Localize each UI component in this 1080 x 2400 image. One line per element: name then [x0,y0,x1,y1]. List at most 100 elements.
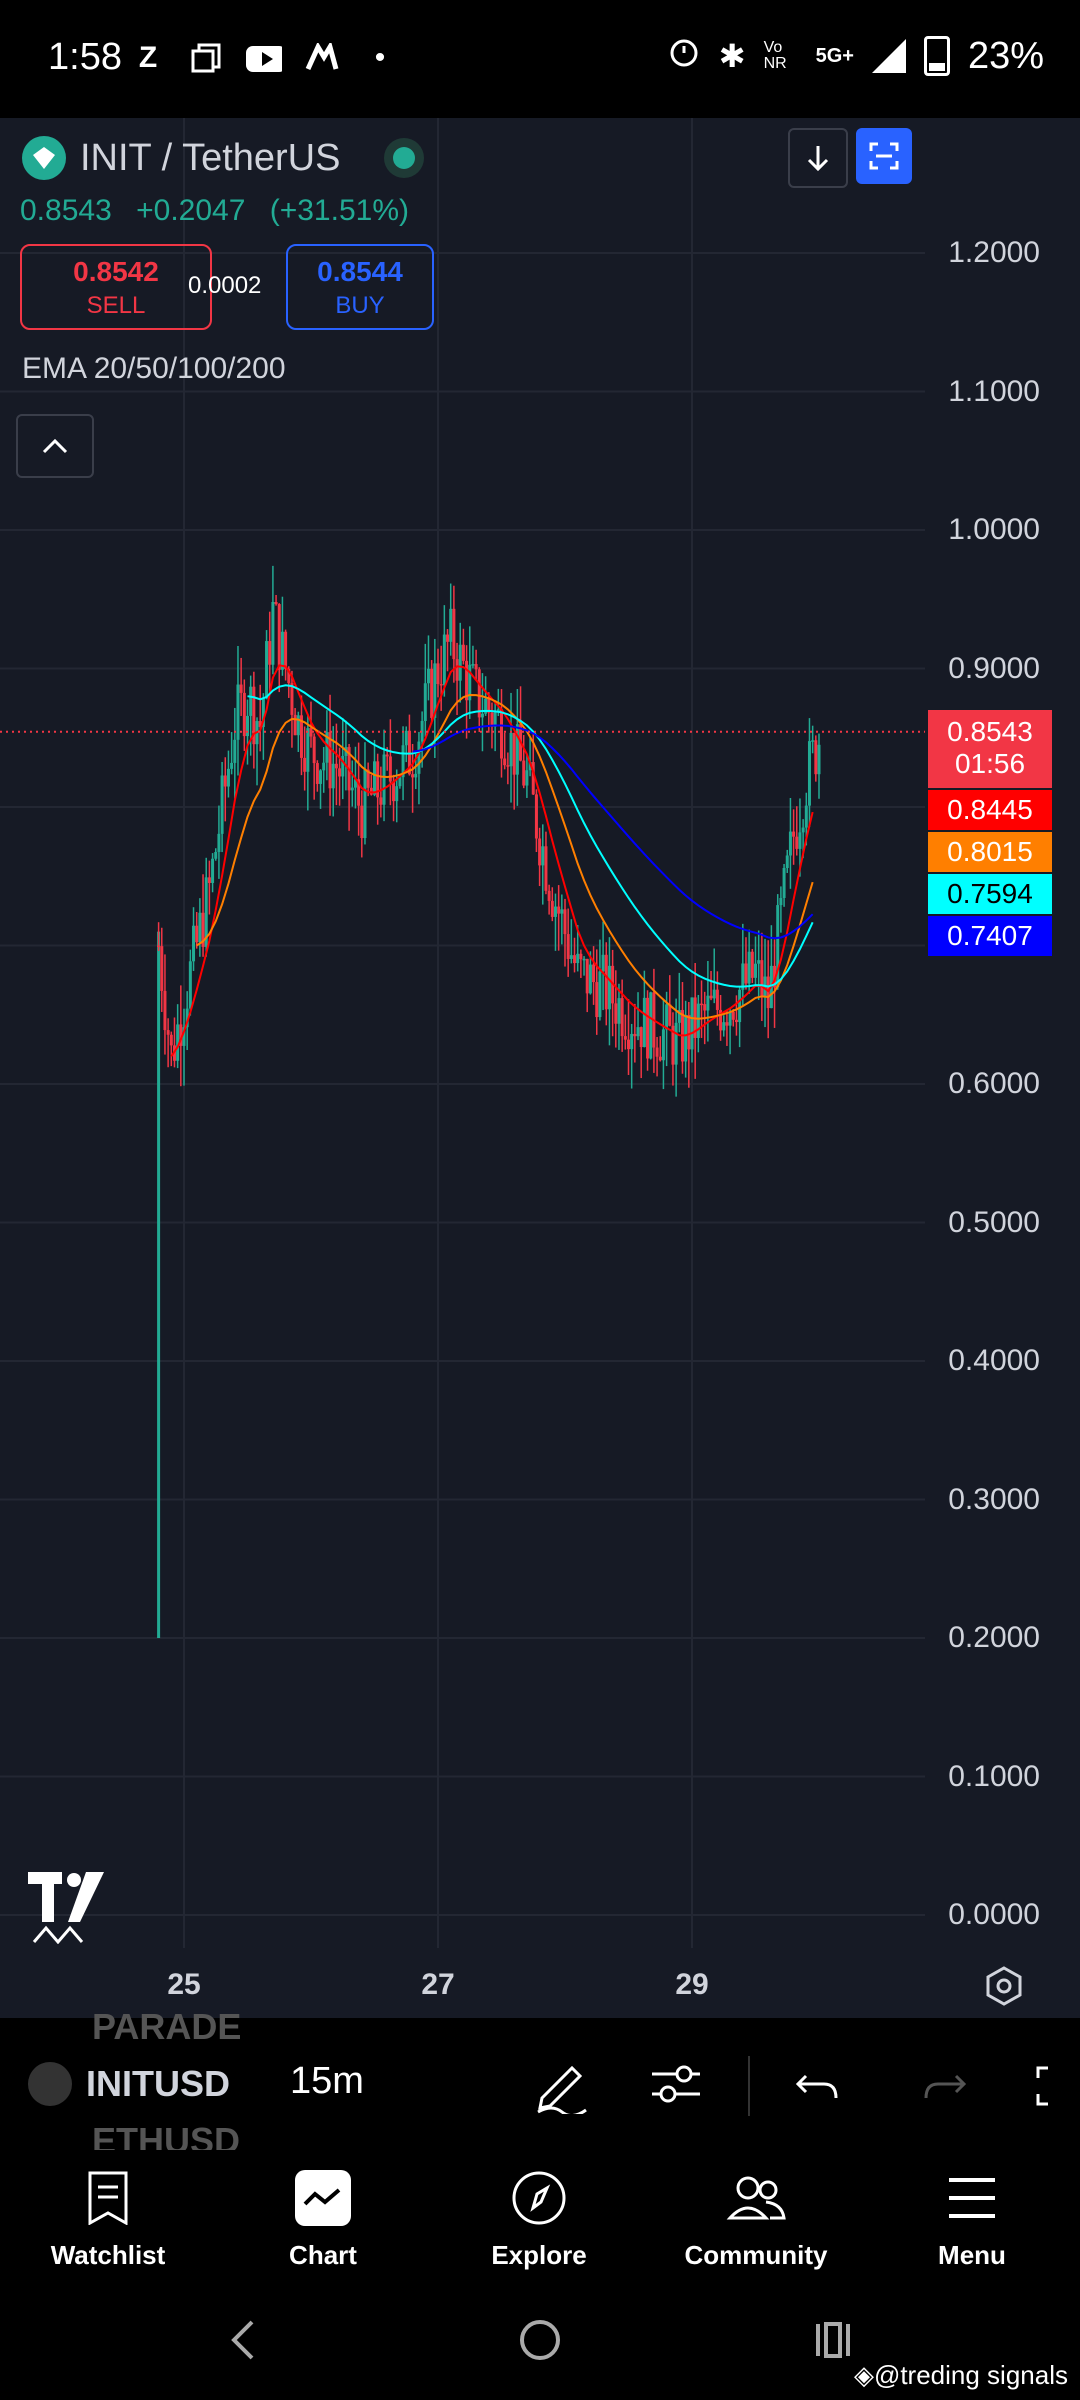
candle-body [204,877,208,947]
candle-body [817,744,821,775]
candle-body [541,846,545,866]
nav-explore[interactable]: Explore [459,2166,619,2271]
sell-button[interactable]: 0.8542 SELL [20,244,212,330]
candle-body [211,858,215,883]
chart-panel[interactable] [0,118,1080,2018]
candle-body [182,1027,186,1046]
candle-body [795,836,799,849]
candle-body [528,762,532,771]
candle-body [633,1033,637,1037]
dot-icon: • [374,41,386,74]
candle-body [360,805,364,839]
buy-button[interactable]: 0.8544 BUY [286,244,434,330]
candle-body [325,732,329,763]
fullscreen-button[interactable] [856,128,912,184]
candle-body [484,698,488,714]
candle-body [687,1014,691,1050]
candle-body [179,1024,183,1046]
nav-watchlist-label: Watchlist [50,2240,166,2270]
indicators-button[interactable] [648,2054,704,2119]
candle-body [576,953,580,964]
candle-body [309,728,313,737]
candle-body [426,668,430,684]
candle-body [553,906,557,917]
candle-body [661,1029,665,1061]
candle-body [461,644,465,661]
fullscreen-toolbar-button[interactable] [1034,2054,1080,2119]
ema50-line [196,693,814,1020]
candle-body [303,757,307,772]
nav-watchlist[interactable]: Watchlist [28,2166,188,2271]
candle-body [322,762,326,771]
x-axis-tick: 27 [421,1968,455,2001]
ema200-line [412,724,814,940]
battery-icon [923,36,950,76]
y-axis-tick: 0.0000 [948,1898,1040,1931]
candle-body [420,720,424,742]
pencil-icon [537,2065,587,2117]
scroll-to-latest-button[interactable] [788,128,848,188]
symbol-selector[interactable]: INITUSD [28,2062,230,2106]
candle-body [220,775,224,834]
nav-community-label: Community [684,2240,828,2270]
candle-body [395,786,399,802]
candle-body [811,740,815,742]
bluetooth-icon: ✱ [718,38,746,74]
candle-body [433,663,437,718]
candle-body [655,1047,659,1057]
interval-selector[interactable]: 15m [290,2060,364,2102]
hamburger-icon [892,2166,1052,2230]
undo-button[interactable] [794,2054,844,2119]
candle-body [741,963,745,990]
candle-body [547,890,551,901]
candle-body [703,1004,707,1011]
nav-menu[interactable]: Menu [892,2166,1052,2271]
candle-body [166,1030,170,1035]
candle-body [455,659,459,681]
nav-community[interactable]: Community [676,2166,836,2271]
candle-body [373,761,376,795]
candle-body [452,608,456,660]
chart-settings-button[interactable] [982,1964,1026,2013]
price-chart[interactable] [0,118,1080,2018]
recents-button[interactable] [812,2318,856,2367]
y-axis-tick: 0.3000 [948,1482,1040,1516]
collapse-legend-button[interactable] [16,414,94,478]
symbol-header[interactable]: INIT / TetherUS [22,136,425,180]
chart-icon [243,2166,403,2230]
redo-button[interactable] [918,2054,968,2119]
candle-body [719,1009,723,1031]
candle-body [614,1003,618,1024]
candle-body [223,775,227,787]
undo-icon [795,2074,838,2099]
home-button[interactable] [518,2318,562,2367]
candle-body [738,989,742,1023]
candle-body [385,754,389,757]
candle-body [274,601,278,605]
candle-body [636,1027,640,1037]
candle-body [474,664,478,670]
drawing-tool-button[interactable] [532,2054,588,2119]
chevron-up-icon [42,438,68,454]
candle-body [442,634,446,686]
candle-body [668,1004,672,1026]
candle-body [338,768,342,777]
candle-body [665,1004,669,1030]
candle-body [287,668,291,684]
candle-body [779,898,783,906]
candle-body [538,838,542,866]
candle-body [750,951,754,978]
candle-body [706,995,710,1011]
battery-level: 23% [967,34,1044,77]
indicator-legend[interactable]: EMA 20/50/100/200 [22,352,286,385]
candle-body [630,1033,634,1050]
candle-body [271,601,275,665]
candle-body [185,1008,189,1028]
candle-body [163,990,167,1031]
candle-body [506,765,510,767]
candle-body [515,724,519,775]
back-button[interactable] [226,2318,262,2367]
candle-body [480,713,484,718]
back-icon [231,2320,254,2360]
nav-chart[interactable]: Chart [243,2166,403,2271]
